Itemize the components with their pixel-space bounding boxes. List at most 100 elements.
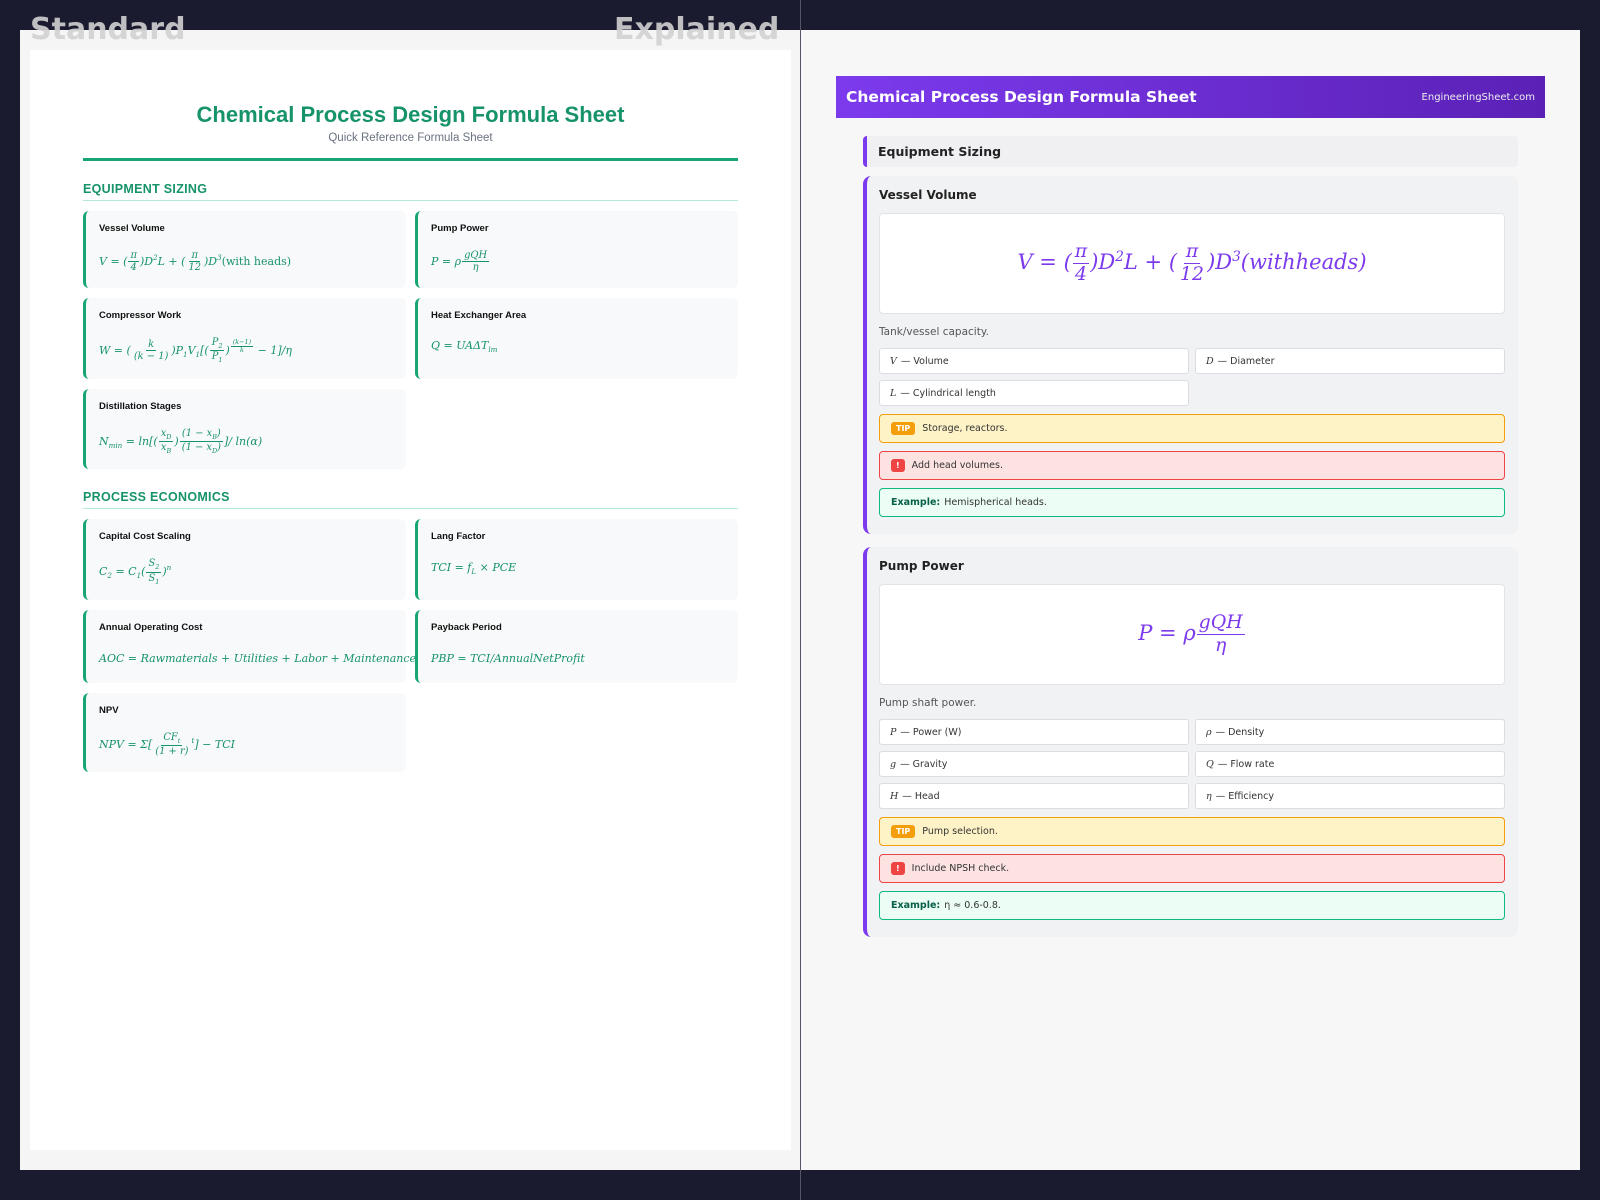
math-text: ) (216, 427, 221, 439)
math-text: x (160, 441, 167, 453)
subscript: 2 (218, 342, 222, 350)
divider (800, 0, 801, 1200)
math-text: AOC = Rawmaterials + Utilities + Labor +… (99, 652, 417, 666)
numerator: (k−1) (230, 338, 254, 348)
math-group: S2 (148, 558, 159, 571)
example-text: η ≈ 0.6-0.8. (944, 900, 1001, 911)
math-text: k (239, 346, 244, 355)
subscript: min (109, 441, 123, 450)
formula: Nmin = ln[(xD xB) (1 − xB) (1 − xD)]/ ln(α) (99, 428, 393, 456)
variable-text: — Power (W) (900, 726, 962, 738)
fraction: k (k − 1) (132, 339, 171, 363)
math-text: N (99, 434, 109, 448)
numerator: π (189, 250, 200, 263)
subscript: 1 (196, 350, 201, 359)
math-text: (k − 1) (133, 351, 169, 363)
math-text: η (1215, 634, 1227, 656)
math-text: Q = UAΔT (431, 339, 489, 353)
math-text: 2 (107, 571, 112, 581)
variable-symbol: V (890, 355, 897, 367)
tip-text: Storage, reactors. (922, 423, 1008, 434)
math-text: S (148, 558, 156, 570)
math-text: B (166, 446, 172, 455)
card-title: Pump Power (879, 559, 964, 573)
sheet-title: Chemical Process Design Formula Sheet (196, 102, 625, 127)
card-title: Distillation Stages (99, 400, 182, 412)
math-text: 12 (188, 262, 202, 274)
explained-content: Equipment Sizing Vessel Volume V = (π 4)D2… (863, 136, 1518, 937)
math-text: ] − TCI (194, 737, 235, 751)
variable: g — Gravity (879, 751, 1189, 777)
tip-badge: TIP (891, 825, 916, 838)
variables: P — Power (W) ρ — Density g — Gravity Q — Flow … (879, 719, 1505, 809)
math-text: D (211, 446, 218, 455)
tip: TIP Storage, reactors. (879, 414, 1505, 443)
variable-symbol: P (890, 726, 897, 738)
section-heading: PROCESS ECONOMICS (83, 490, 738, 510)
math-text: 4 (130, 262, 137, 274)
math-group: xB (160, 441, 172, 455)
variable-text: — Density (1215, 726, 1265, 738)
fraction: S2 S 1 (146, 558, 162, 586)
formula: PBP = TCI/AnnualNetProfit (431, 649, 725, 669)
fraction: CFt (1 + r) (153, 732, 190, 758)
variable: Q — Flow rate (1195, 751, 1505, 777)
formula-box: V = (π 4)D2L + (π 12)D3(withheads) (879, 213, 1505, 314)
math-text: V (187, 343, 196, 357)
subscript: 1 (137, 571, 142, 580)
card-title: Heat Exchanger Area (431, 309, 527, 321)
warning-text: Add head volumes. (911, 460, 1003, 471)
denominator: (1 − xD) (180, 442, 223, 455)
variable-symbol: g (890, 758, 897, 770)
card-title: NPV (99, 704, 119, 716)
variable: L — Cylindrical length (879, 380, 1189, 406)
standard-sheet: Chemical Process Design Formula Sheet Qu… (30, 50, 791, 1150)
warning-text: Include NPSH check. (911, 863, 1010, 874)
fraction: π 12 (1178, 240, 1206, 285)
math-group: P2 (211, 336, 223, 350)
math-group: P1 (212, 351, 223, 364)
math-text: ) (174, 434, 179, 448)
math-text: )D (1207, 250, 1233, 274)
explained-card: Pump Power P = ρ gQH η Pump shaft power. P — P… (863, 547, 1518, 937)
math-text: PBP = TCI/AnnualNetProfit (431, 652, 585, 666)
math-text: TCI = f (431, 560, 472, 574)
formula-card: Heat Exchanger Area Q = UAΔTlm (415, 297, 738, 379)
math-text: W = ( (99, 343, 131, 357)
variable: H — Head (879, 783, 1189, 809)
math-text: 2 (1115, 249, 1124, 265)
math-text: ]/ ln(α) (224, 434, 263, 448)
math-group: AOC = Rawmaterials + Utilities + Labor +… (99, 652, 416, 665)
math-text: 1 (155, 577, 160, 586)
subscript: 1 (155, 578, 159, 586)
formula: W = (k (k − 1))P1V1[(P2 P1) (k−1) k − 1]/η (99, 337, 393, 365)
variable-symbol: Q (1206, 758, 1214, 770)
fraction: (1 − xB) (1 − xD) (179, 427, 223, 456)
variable: P — Power (W) (879, 719, 1189, 745)
denominator: 12 (186, 262, 203, 273)
formula: P = ρ gQH η (1138, 611, 1245, 656)
formula-card: Pump Power P = ρ gQH η (415, 211, 738, 288)
math-text: 2 (218, 341, 223, 350)
formula: NPV = Σ[CFt (1 + r) t] − TCI (99, 732, 393, 758)
card-grid: Vessel Volume V = (π 4)D2L + (π 12)D3(with … (83, 211, 738, 470)
numerator: π (128, 250, 139, 263)
math-text: 1 (195, 349, 201, 359)
variable-text: — Gravity (900, 758, 948, 770)
subscript: t (178, 737, 181, 745)
superscript: 2 (1115, 249, 1124, 265)
denominator: xB (159, 442, 173, 455)
numerator: gQH (1196, 611, 1245, 635)
math-text: = ln[( (122, 434, 158, 448)
math-group: V = (π 4)D2L + (π 12)D3(with heads) (99, 250, 291, 274)
math-text: P (211, 336, 219, 348)
math-text: 3 (1232, 249, 1241, 265)
panel-label: Explained (614, 12, 780, 47)
variable-symbol: L (890, 387, 897, 399)
superscript: t (192, 736, 195, 745)
math-text: π (130, 250, 137, 261)
numerator: π (1072, 240, 1090, 264)
variable-text: — Efficiency (1215, 790, 1274, 802)
math-text: η (472, 262, 479, 274)
